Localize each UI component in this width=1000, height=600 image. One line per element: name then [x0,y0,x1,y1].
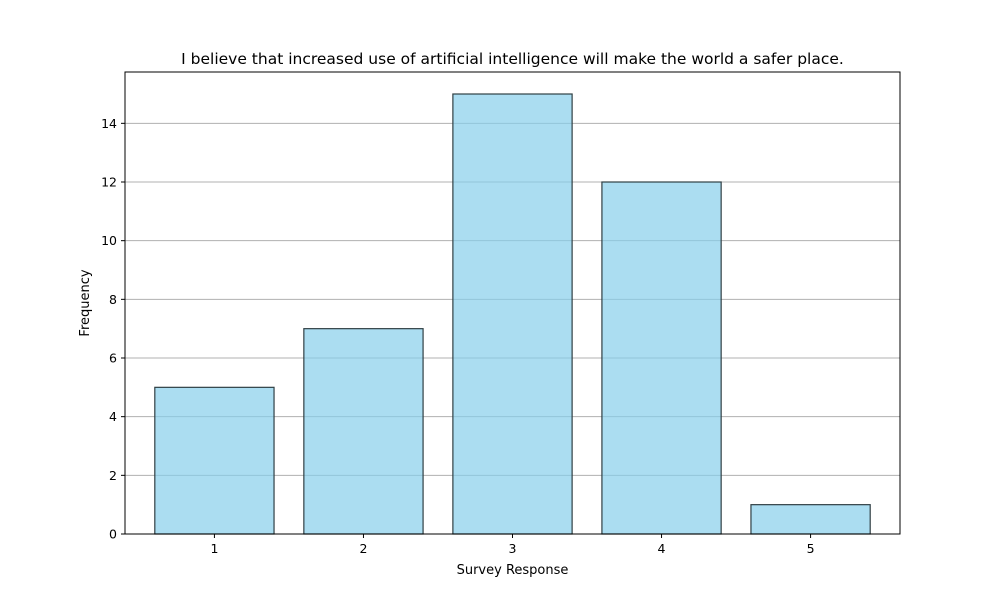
y-tick-label: 2 [109,468,117,483]
chart-title: I believe that increased use of artifici… [181,50,844,68]
bar [601,181,722,535]
x-tick-label: 1 [210,541,218,556]
bars [154,93,871,535]
y-axis-label: Frequency [78,269,93,336]
x-axis-label: Survey Response [457,563,569,578]
bar [750,504,871,535]
y-tick-label: 4 [109,409,117,424]
y-tick-label: 0 [109,527,117,542]
bar [154,386,275,535]
y-axis: 0 2 4 6 8 10 12 14 [101,116,125,542]
x-tick-label: 5 [807,541,815,556]
bar [452,93,573,535]
x-axis: 1 2 3 4 5 [210,534,815,556]
y-tick-label: 10 [101,233,117,248]
y-tick-label: 14 [101,116,117,131]
x-tick-label: 2 [359,541,367,556]
y-tick-label: 8 [109,292,117,307]
y-tick-label: 12 [101,175,117,190]
y-tick-label: 6 [109,351,117,366]
bar [303,328,424,535]
x-tick-label: 3 [509,541,517,556]
x-tick-label: 4 [658,541,666,556]
